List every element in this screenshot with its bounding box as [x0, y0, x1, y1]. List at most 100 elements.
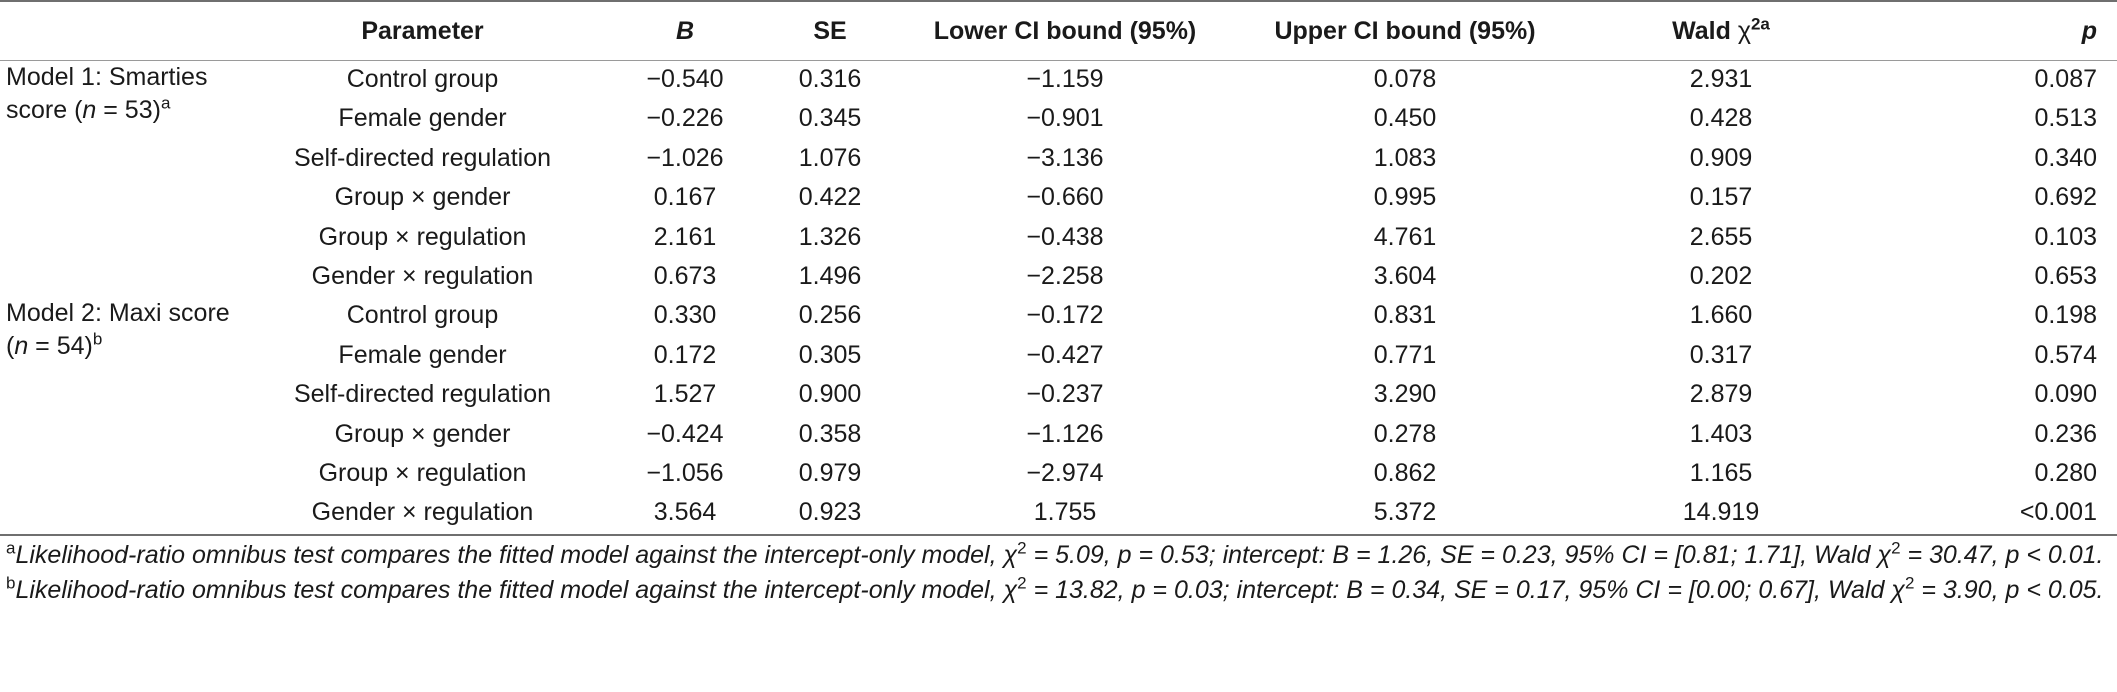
cell-se: 0.900	[798, 380, 862, 409]
cell-wald: 2.655	[1689, 222, 1753, 251]
cell-se: 0.923	[770, 494, 890, 536]
cell-lower-ci: −0.172	[1026, 301, 1104, 330]
cell-parameter: Control group	[346, 65, 499, 93]
cell-b: −1.056	[646, 458, 724, 487]
table-row: Model 2: Maxi score (n = 54)b Control grou…	[0, 297, 2117, 360]
cell-lower-ci: −0.237	[1026, 380, 1104, 409]
cell-p: 0.653	[2034, 261, 2097, 290]
cell-se: 0.345	[798, 104, 862, 133]
cell-wald: 1.660	[1689, 301, 1753, 330]
cell-b: 0.330	[653, 301, 717, 330]
cell-p: 0.692	[2034, 183, 2097, 212]
cell-b: 0.172	[653, 340, 717, 369]
table-row: Self-directed regulation −1.026 1.076 −3.13…	[0, 140, 2117, 179]
cell-wald: 0.428	[1689, 104, 1753, 133]
cell-parameter: Gender × regulation	[245, 494, 600, 536]
cell-upper-ci: 0.771	[1373, 340, 1437, 369]
cell-b: 2.161	[653, 222, 717, 251]
cell-parameter: Female gender	[338, 104, 507, 133]
cell-parameter: Control group	[346, 301, 499, 330]
cell-upper-ci: 0.995	[1373, 183, 1437, 212]
footnote-a: aLikelihood-ratio omnibus test compares …	[6, 538, 2104, 569]
table-row: Group × regulation −1.056 0.979 −2.974 0.862…	[0, 455, 2117, 494]
table-footnotes: aLikelihood-ratio omnibus test compares …	[6, 537, 2106, 607]
cell-se: 0.305	[798, 340, 862, 369]
cell-p: 0.090	[2034, 380, 2097, 409]
cell-b: 0.167	[653, 183, 717, 212]
header-p: p	[1872, 0, 2117, 61]
table-row: Female gender −0.226 0.345 −0.901 0.450 0.428…	[0, 100, 2117, 139]
cell-p: 0.087	[2034, 65, 2097, 93]
cell-wald: 0.317	[1689, 340, 1753, 369]
table-row: Gender × regulation 3.564 0.923 1.755 5.372 1…	[0, 494, 2117, 536]
cell-lower-ci: −0.660	[1026, 183, 1104, 212]
table-body: Model 1: Smarties score (n = 53)a Control …	[0, 61, 2117, 536]
header-parameter: Parameter	[245, 0, 600, 61]
header-lower-ci: Lower CI bound (95%)	[890, 0, 1240, 61]
cell-parameter: Group × regulation	[318, 458, 527, 487]
cell-wald: 1.403	[1689, 419, 1753, 448]
cell-lower-ci: −2.974	[1026, 458, 1104, 487]
model-label-empty	[0, 219, 245, 258]
cell-b: 0.673	[653, 261, 717, 290]
model-label-empty	[0, 455, 245, 494]
cell-p: 0.340	[2034, 143, 2097, 172]
footnote-b: bLikelihood-ratio omnibus test compares …	[6, 573, 2104, 604]
cell-se: 0.256	[798, 301, 862, 330]
header-se: SE	[770, 0, 890, 61]
cell-lower-ci: −1.159	[1026, 65, 1104, 93]
cell-upper-ci: 0.278	[1373, 419, 1437, 448]
cell-lower-ci: −2.258	[1026, 261, 1104, 290]
cell-b: −1.026	[646, 143, 724, 172]
cell-upper-ci: 4.761	[1373, 222, 1437, 251]
cell-lower-ci: −0.901	[1026, 104, 1104, 133]
header-model	[0, 0, 245, 61]
cell-parameter: Group × gender	[334, 183, 511, 212]
header-wald: Wald χ2a	[1570, 0, 1872, 61]
cell-b: 1.527	[653, 380, 717, 409]
cell-parameter: Group × gender	[334, 419, 511, 448]
table-row: Group × gender 0.167 0.422 −0.660 0.995 0.157…	[0, 179, 2117, 218]
cell-p: 0.574	[2034, 340, 2097, 369]
cell-p: 0.280	[2034, 458, 2097, 487]
header-row: Parameter B SE Lower CI bound (95%) Uppe…	[0, 0, 2117, 61]
model-label-empty	[0, 376, 245, 415]
cell-wald: 2.879	[1689, 380, 1753, 409]
cell-upper-ci: 3.604	[1373, 261, 1437, 290]
cell-b: −0.424	[646, 419, 724, 448]
regression-table: Parameter B SE Lower CI bound (95%) Uppe…	[0, 0, 2117, 536]
cell-p: 0.513	[2034, 104, 2097, 133]
cell-wald: 1.165	[1689, 458, 1753, 487]
model-label-empty	[0, 179, 245, 218]
header-upper-ci: Upper CI bound (95%)	[1240, 0, 1570, 61]
model-label-empty	[0, 258, 245, 297]
model-label-line1: Model 2: Maxi score	[6, 299, 230, 328]
cell-se: 1.326	[798, 222, 862, 251]
cell-b: 3.564	[600, 494, 770, 536]
cell-p: 0.198	[2034, 301, 2097, 330]
header-b: B	[600, 0, 770, 61]
cell-parameter: Self-directed regulation	[293, 380, 552, 409]
cell-upper-ci: 0.078	[1373, 65, 1437, 93]
cell-b: −0.540	[646, 65, 724, 93]
cell-se: 0.979	[798, 458, 862, 487]
cell-p: 0.236	[2034, 419, 2097, 448]
cell-se: 0.316	[798, 65, 862, 93]
cell-lower-ci: −0.427	[1026, 340, 1104, 369]
table-row: Group × gender −0.424 0.358 −1.126 0.278 1.40…	[0, 416, 2117, 455]
cell-upper-ci: 0.831	[1373, 301, 1437, 330]
cell-parameter: Gender × regulation	[311, 261, 534, 290]
cell-se: 1.076	[798, 143, 862, 172]
table-row: Model 1: Smarties score (n = 53)a Control …	[0, 61, 2117, 124]
model-label-empty	[0, 416, 245, 455]
cell-upper-ci: 0.862	[1373, 458, 1437, 487]
cell-se: 0.422	[798, 183, 862, 212]
model-label: Model 1: Smarties score (n = 53)a	[0, 61, 245, 124]
cell-parameter: Group × regulation	[318, 222, 527, 251]
table-row: Self-directed regulation 1.527 0.900 −0.237…	[0, 376, 2117, 415]
table-row: Female gender 0.172 0.305 −0.427 0.771 0.317 0…	[0, 337, 2117, 376]
model-label-line1: Model 1: Smarties	[6, 63, 208, 91]
cell-wald: 0.202	[1689, 261, 1753, 290]
model-label-line2: (n = 54)b	[6, 330, 103, 361]
